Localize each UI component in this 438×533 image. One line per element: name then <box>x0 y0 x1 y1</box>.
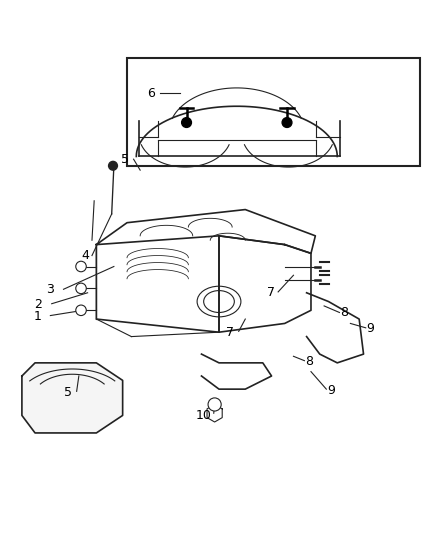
Text: 4: 4 <box>81 249 89 262</box>
Circle shape <box>282 118 292 127</box>
Circle shape <box>182 118 191 127</box>
Text: 8: 8 <box>305 355 313 368</box>
Text: 5: 5 <box>121 152 129 166</box>
Polygon shape <box>22 363 123 433</box>
Circle shape <box>109 161 117 170</box>
Text: 9: 9 <box>327 384 335 397</box>
Text: 10: 10 <box>196 409 212 422</box>
Text: 2: 2 <box>35 297 42 311</box>
Circle shape <box>76 261 86 272</box>
Circle shape <box>208 398 221 411</box>
Text: 1: 1 <box>33 310 41 323</box>
Text: 5: 5 <box>64 386 72 399</box>
Circle shape <box>76 283 86 294</box>
Text: 8: 8 <box>340 306 348 319</box>
Text: 6: 6 <box>147 87 155 100</box>
Text: 7: 7 <box>267 286 275 300</box>
Text: 9: 9 <box>366 322 374 335</box>
Bar <box>127 59 420 166</box>
Circle shape <box>76 305 86 316</box>
Text: 7: 7 <box>226 326 234 338</box>
Text: 3: 3 <box>46 283 54 296</box>
